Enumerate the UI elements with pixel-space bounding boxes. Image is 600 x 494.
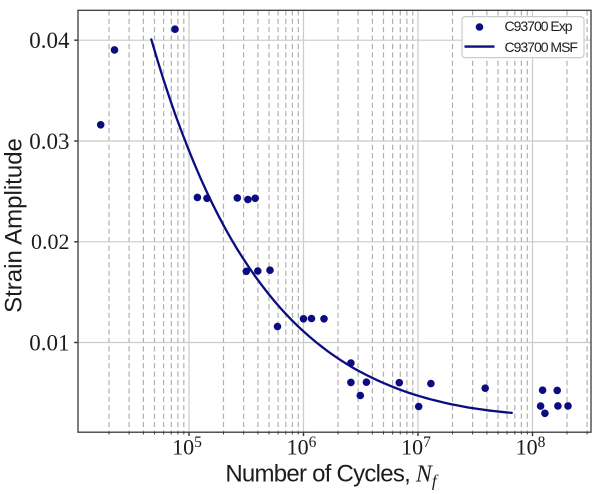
svg-text:0.04: 0.04 — [29, 28, 70, 53]
svg-text:C93700 MSF: C93700 MSF — [505, 39, 578, 55]
svg-text:Strain Amplitude: Strain Amplitude — [1, 138, 28, 313]
svg-text:0.03: 0.03 — [29, 129, 69, 154]
svg-text:Number of Cycles, Nf: Number of Cycles, Nf — [225, 461, 439, 491]
svg-text:C93700 Exp: C93700 Exp — [505, 18, 573, 34]
svg-text:0.01: 0.01 — [29, 330, 69, 355]
svg-text:0.02: 0.02 — [31, 229, 70, 254]
